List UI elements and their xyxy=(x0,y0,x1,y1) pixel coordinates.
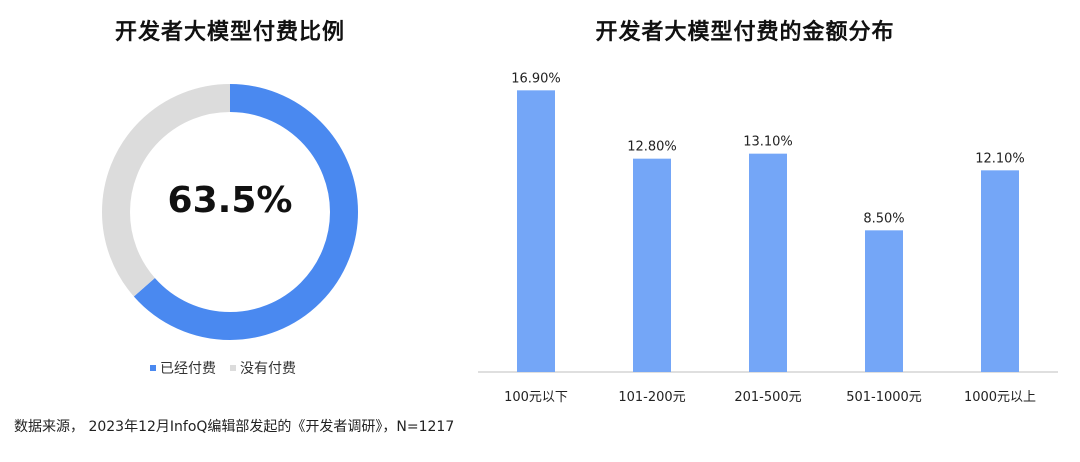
legend-swatch-unpaid xyxy=(230,365,236,371)
bar-4 xyxy=(865,230,903,372)
legend-label-unpaid: 没有付费 xyxy=(240,361,296,377)
bar-data-label-1: 16.90% xyxy=(511,71,561,86)
bar-2 xyxy=(633,158,671,372)
bar-data-label-3: 13.10% xyxy=(743,135,793,150)
bar-chart-title: 开发者大模型付费的金额分布 xyxy=(595,20,895,45)
bar-1 xyxy=(517,90,555,372)
x-tick-label-5: 1000元以上 xyxy=(964,390,1036,405)
bar-data-label-4: 8.50% xyxy=(863,211,904,226)
x-tick-label-2: 101-200元 xyxy=(618,390,685,405)
bar-5 xyxy=(981,170,1019,372)
x-tick-label-4: 501-1000元 xyxy=(846,390,922,405)
x-tick-label-3: 201-500元 xyxy=(734,390,801,405)
donut-chart-title: 开发者大模型付费比例 xyxy=(114,20,345,45)
bar-chart: 16.90% 100元以下 12.80% 101-200元 13.10% 201-500元… xyxy=(478,71,1058,405)
legend-swatch-paid xyxy=(150,365,156,371)
legend-item-paid: 已经付费 xyxy=(150,358,216,378)
legend-item-unpaid: 没有付费 xyxy=(230,358,296,378)
source-note: 数据来源， 2023年12月InfoQ编辑部发起的《开发者调研》，N=1217 xyxy=(14,419,455,435)
bar-3 xyxy=(749,153,787,372)
legend-label-paid: 已经付费 xyxy=(160,361,216,377)
bar-data-label-2: 12.80% xyxy=(627,140,677,155)
donut-slice-unpaid xyxy=(102,84,358,340)
donut-chart xyxy=(102,84,358,340)
x-tick-label-1: 100元以下 xyxy=(504,390,568,405)
donut-legend: 已经付费 没有付费 xyxy=(150,358,296,378)
donut-center-value: 63.5% xyxy=(167,180,293,221)
bar-data-label-5: 12.10% xyxy=(975,151,1025,166)
